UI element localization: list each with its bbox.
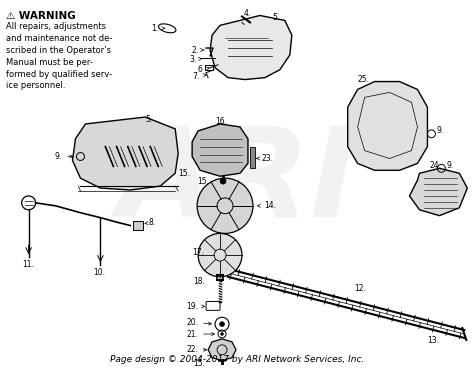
Circle shape <box>219 322 225 327</box>
Text: 22.: 22. <box>186 345 207 354</box>
Text: All repairs, adjustments
and maintenance not de-
scribed in the Operator’s
Manua: All repairs, adjustments and maintenance… <box>6 23 112 90</box>
Text: ⚠ WARNING: ⚠ WARNING <box>6 11 75 21</box>
Text: Page design © 2004-2017 by ARI Network Services, Inc.: Page design © 2004-2017 by ARI Network S… <box>110 355 364 364</box>
Text: 17.: 17. <box>192 248 204 257</box>
Text: 9.: 9. <box>55 152 73 161</box>
Text: 15.: 15. <box>178 169 190 178</box>
Text: 8.: 8. <box>145 218 156 227</box>
Text: 19.: 19. <box>186 302 204 311</box>
Text: 15.: 15. <box>193 359 205 368</box>
Text: 2.: 2. <box>191 45 204 55</box>
Text: 13.: 13. <box>428 337 439 345</box>
Text: 12.: 12. <box>355 284 366 293</box>
Polygon shape <box>73 117 178 190</box>
Circle shape <box>220 178 226 184</box>
Text: 15.: 15. <box>197 177 209 186</box>
Text: 18.: 18. <box>193 277 205 286</box>
Polygon shape <box>347 82 428 170</box>
Text: 5.: 5. <box>272 13 279 22</box>
Text: ARI: ARI <box>117 123 357 244</box>
Text: 7.: 7. <box>192 72 206 81</box>
Bar <box>133 221 143 231</box>
Text: 10.: 10. <box>93 268 105 277</box>
Text: 23.: 23. <box>256 154 274 163</box>
Bar <box>205 65 213 70</box>
Circle shape <box>197 178 253 234</box>
Text: 25.: 25. <box>358 75 370 84</box>
Polygon shape <box>192 124 248 176</box>
Circle shape <box>198 234 242 277</box>
Circle shape <box>220 332 224 335</box>
Polygon shape <box>410 168 467 215</box>
Bar <box>250 146 255 168</box>
Polygon shape <box>208 339 236 361</box>
Text: 21.: 21. <box>186 330 215 338</box>
Polygon shape <box>210 15 292 80</box>
Text: 9.: 9. <box>437 126 444 135</box>
Text: 5.: 5. <box>145 114 153 124</box>
Text: 20.: 20. <box>186 318 211 327</box>
Text: 11.: 11. <box>23 261 35 269</box>
Text: 6: 6 <box>198 65 210 74</box>
Text: 14.: 14. <box>257 201 276 210</box>
Text: 9.: 9. <box>447 161 454 170</box>
Text: 16.: 16. <box>215 117 227 127</box>
Text: 4.: 4. <box>244 9 251 18</box>
Text: 24.: 24. <box>429 161 441 170</box>
Text: 3.: 3. <box>190 55 202 64</box>
Text: 1.: 1. <box>152 24 165 33</box>
